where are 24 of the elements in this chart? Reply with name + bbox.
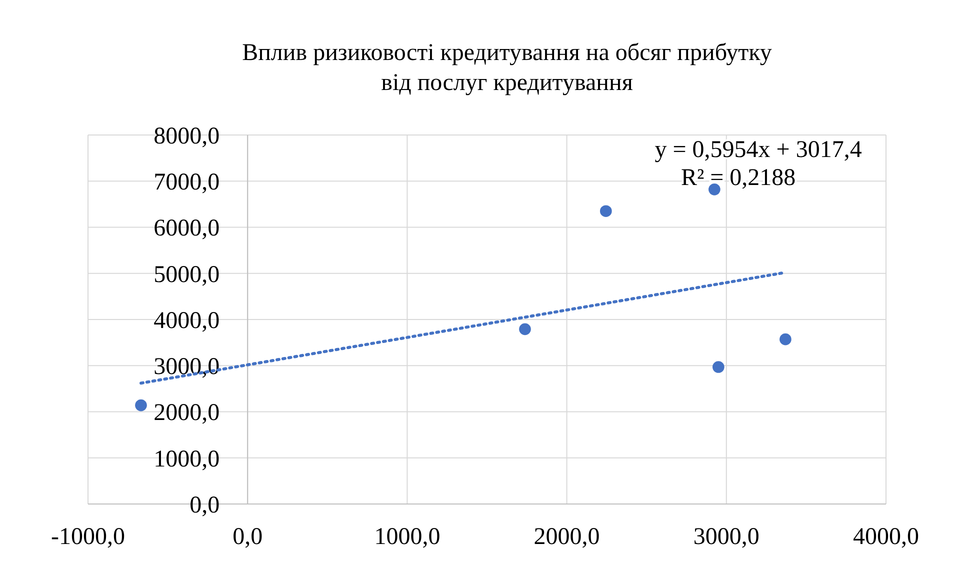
point	[712, 361, 724, 373]
y-tick-label: 8000,0	[154, 123, 220, 150]
x-tick-label: 0,0	[232, 524, 263, 550]
y-tick-label: 0,0	[190, 492, 220, 518]
y-tick-label: 4000,0	[154, 308, 220, 334]
point	[519, 323, 531, 336]
x-tick-label: 1000,0	[374, 524, 440, 550]
y-tick-label: 3000,0	[154, 354, 220, 380]
chart-title: Вплив ризиковості кредитування на обсяг прибутку від послуг кредитування	[242, 40, 772, 96]
x-tick-label: 3000,0	[693, 524, 760, 550]
x-tick-label: -1000,0	[51, 524, 125, 550]
point	[135, 399, 147, 412]
x-tick-label: 2000,0	[534, 524, 600, 550]
point	[780, 333, 792, 346]
annotation: y = 0,5954x + 3017,4	[654, 137, 862, 163]
y-tick-label: 5000,0	[154, 262, 220, 288]
y-tick-label: 2000,0	[154, 400, 220, 426]
annotation: R² = 0,2188	[680, 165, 796, 191]
point	[708, 184, 720, 196]
x-tick-label: 4000,0	[853, 524, 919, 550]
point	[600, 205, 612, 218]
y-tick-label: 6000,0	[154, 216, 220, 242]
y-tick-label: 1000,0	[154, 446, 220, 472]
y-tick-label: 7000,0	[154, 170, 220, 196]
